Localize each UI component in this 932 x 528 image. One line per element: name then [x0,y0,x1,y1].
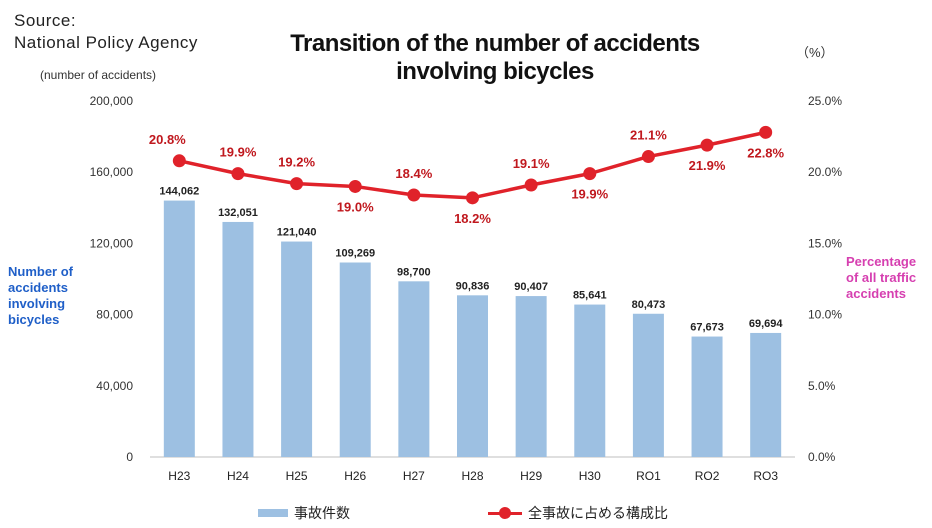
right-axis-tick-label: 10.0% [808,308,842,322]
bar [574,304,606,457]
left-axis-tick-label: 0 [126,450,133,464]
bar [691,336,723,457]
left-caption-line: bicycles [8,312,60,327]
bar [339,262,371,457]
line-point [759,125,773,139]
legend-line-swatch [488,507,522,519]
left-caption-line: involving [8,296,66,311]
line-value-label: 21.9% [689,158,726,173]
right-caption-line: accidents [846,286,906,301]
x-axis-category-label: H30 [579,469,601,483]
x-axis-category-label: RO2 [695,469,720,483]
bar [398,281,430,457]
x-axis-category-label: RO1 [636,469,661,483]
right-caption-line: Percentage [846,254,917,269]
line-point [290,177,304,191]
x-axis-category-label: H23 [168,469,190,483]
left-axis-tick-label: 120,000 [90,236,134,250]
line-value-label: 18.4% [395,166,432,181]
line-point [231,167,245,181]
legend-bars-label: 事故件数 [294,505,350,521]
line-point [524,178,538,192]
bar-value-label: 132,051 [218,207,258,219]
left-caption-line: Number of [8,264,73,279]
bar [163,200,195,457]
bar-value-label: 90,407 [514,281,548,293]
bar [632,313,664,457]
line-point [172,154,186,168]
left-axis-tick-label: 40,000 [96,379,133,393]
line-point [407,188,421,202]
legend-line-label: 全事故に占める構成比 [528,505,668,521]
percentage-line [178,130,767,200]
bar-value-label: 80,473 [632,299,666,311]
source-label: Source: [14,11,77,30]
bar [457,295,488,457]
source-agency: National Policy Agency [14,33,198,52]
line-point [583,167,597,181]
x-axis-category-label: H26 [344,469,366,483]
right-axis-tick-label: 0.0% [808,450,836,464]
chart-title-line-2: involving bicycles [396,58,594,85]
bar-value-label: 144,062 [159,186,199,198]
x-axis-category-label: H24 [227,469,249,483]
right-axis-tick-label: 20.0% [808,165,842,179]
line-point [348,179,362,193]
left-axis-tick-label: 200,000 [90,94,134,108]
bar-value-label: 98,700 [397,266,431,278]
bar [222,221,254,457]
line-point [641,150,655,164]
source-note: Source: National Policy Agency [14,10,198,54]
line-value-label: 20.8% [149,132,186,147]
chart-title-line-1: Transition of the number of accidents [290,30,700,57]
right-caption-line: of all traffic [846,270,917,285]
x-axis-category-label: H28 [461,469,483,483]
right-axis-unit: （%） [796,45,834,60]
bar-value-label: 67,673 [690,322,724,334]
line-value-label: 19.9% [220,145,257,160]
right-axis-tick-label: 5.0% [808,379,836,393]
bar-value-label: 121,040 [277,227,317,239]
x-axis-category-label: H29 [520,469,542,483]
bar-value-label: 69,694 [749,318,784,330]
legend-bar-swatch [258,509,288,517]
line-value-label: 22.8% [747,145,784,160]
x-axis-category-label: H27 [403,469,425,483]
x-axis-category-label: H25 [286,469,308,483]
line-value-label: 19.2% [278,155,315,170]
right-axis-caption: Percentage of all traffic accidents [846,254,930,302]
left-axis-unit: (number of accidents) [40,68,157,82]
line-value-label: 18.2% [454,211,491,226]
left-axis-tick-label: 160,000 [90,165,134,179]
line-point [466,191,479,205]
x-axis-category-label: RO3 [753,469,778,483]
line-value-label: 21.1% [630,128,667,143]
line-value-label: 19.1% [513,156,550,171]
legend-item-line: 全事故に占める構成比 [488,503,668,523]
line-point [700,138,714,152]
left-axis-tick-label: 80,000 [96,308,133,322]
bar-value-label: 90,836 [456,280,490,292]
right-axis-tick-label: 25.0% [808,94,842,108]
bar-value-label: 85,641 [573,290,607,302]
bar-line-chart: 0 40,000 80,000 120,000 160,000 200,000 0.0% 5.… [90,94,843,483]
bar [281,241,313,457]
bar-value-label: 109,269 [335,248,375,260]
bar [750,332,782,457]
chart-title: Transition of the number of accidents in… [260,30,730,86]
left-caption-line: accidents [8,280,68,295]
bar [515,296,547,457]
right-axis-tick-label: 15.0% [808,236,842,250]
legend-item-bars: 事故件数 [258,503,350,523]
line-value-label: 19.9% [571,187,608,202]
left-axis-caption: Number of accidents involving bicycles [8,264,88,328]
line-value-label: 19.0% [337,199,374,214]
